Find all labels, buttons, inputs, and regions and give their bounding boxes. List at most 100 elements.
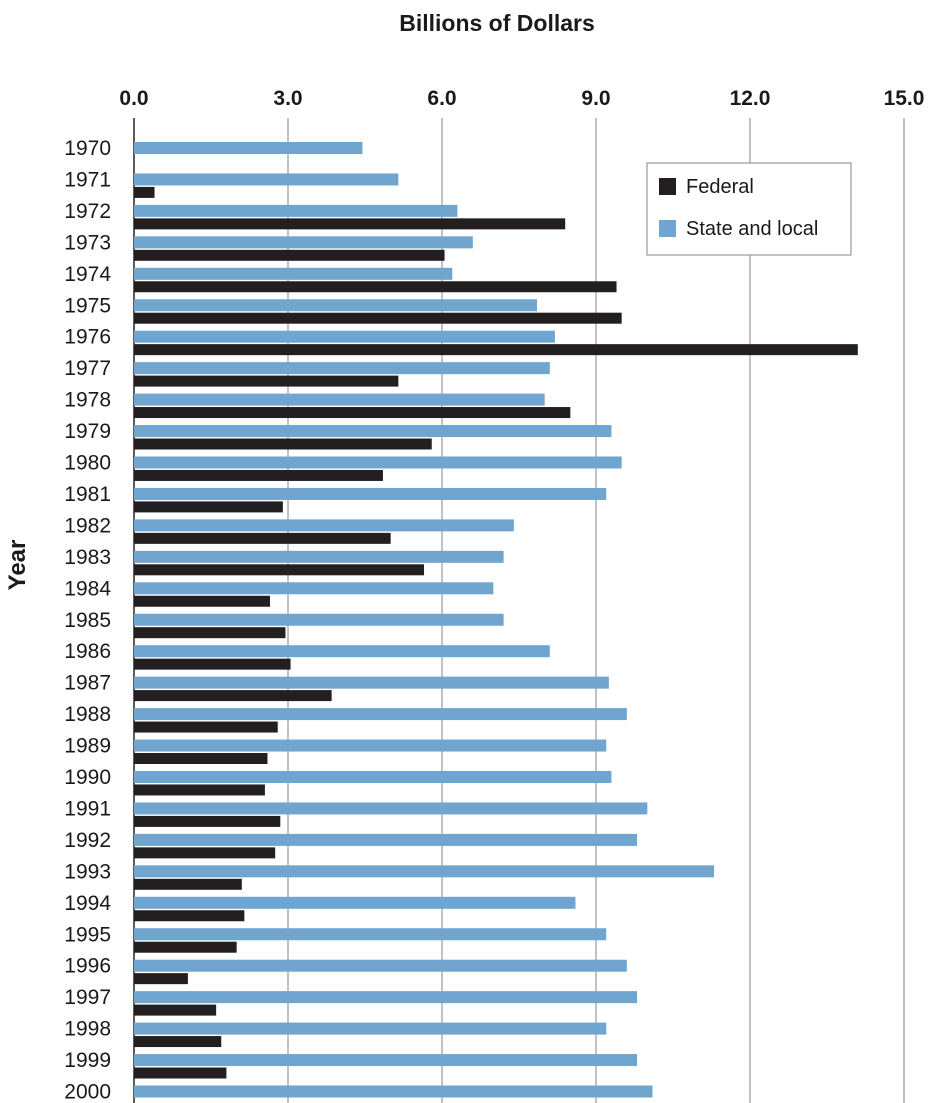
bars: [134, 142, 858, 1098]
y-tick-label: 1987: [64, 672, 111, 695]
bar-state-local-1972: [134, 204, 458, 217]
y-tick-label: 1972: [64, 200, 111, 223]
legend-box: [646, 162, 852, 256]
bar-federal-1999: [134, 1036, 222, 1048]
bar-state-local-1988: [134, 708, 627, 721]
y-tick-label: 1990: [64, 766, 111, 789]
y-tick-label: 1988: [64, 703, 111, 726]
bar-state-local-1996: [134, 959, 627, 972]
legend-swatch: [659, 220, 676, 237]
bar-federal-1993: [134, 847, 276, 859]
bar-state-local-1984: [134, 582, 494, 595]
bar-state-local-1982: [134, 519, 514, 532]
y-tick-label: 1983: [64, 546, 111, 569]
y-tick-label: 1992: [64, 829, 111, 852]
bar-federal-1979: [134, 407, 571, 419]
bar-state-local-1971: [134, 173, 399, 186]
x-tick-label: 15.0: [884, 87, 925, 110]
bar-state-local-1990: [134, 771, 612, 783]
bar-federal-1973: [134, 218, 566, 230]
bar-state-local-1994: [134, 896, 576, 909]
legend-label: Federal: [686, 176, 754, 198]
y-tick-label: 1984: [64, 577, 111, 600]
y-tick-label: 1999: [64, 1049, 111, 1072]
y-tick-label: 1993: [64, 860, 111, 883]
bar-state-local-1992: [134, 833, 638, 846]
bar-state-local-1998: [134, 1022, 607, 1035]
bar-state-local-1993: [134, 865, 715, 878]
bar-state-local-1995: [134, 928, 607, 941]
bar-federal-1998: [134, 1004, 217, 1016]
y-tick-label: 1991: [64, 797, 111, 820]
bar-federal-1978: [134, 375, 399, 387]
bar-state-local-1999: [134, 1054, 638, 1067]
bar-state-local-2000: [134, 1085, 653, 1098]
y-tick-label: 1979: [64, 420, 111, 443]
y-axis-label: Year: [4, 540, 31, 591]
bar-state-local-1973: [134, 236, 473, 249]
x-tick-label: 6.0: [427, 87, 456, 110]
y-tick-label: 1978: [64, 389, 111, 412]
bar-state-local-1979: [134, 425, 612, 438]
bar-state-local-1985: [134, 613, 504, 626]
y-tick-label: 1971: [64, 168, 111, 191]
bar-state-local-1978: [134, 393, 545, 406]
y-tick-label: 1989: [64, 735, 111, 758]
y-tick-label: 1977: [64, 357, 111, 380]
bar-federal-1980: [134, 438, 432, 450]
y-tick-labels: 1970 1971 1972 1973 1974 1975 1976 1977 1978 1979…: [64, 137, 111, 1103]
bar-federal-1994: [134, 878, 242, 890]
chart-title: Billions of Dollars: [399, 10, 595, 36]
bar-federal-1987: [134, 658, 291, 670]
bar-state-local-1983: [134, 550, 504, 563]
bar-state-local-1977: [134, 362, 550, 375]
bar-federal-1997: [134, 973, 188, 985]
bar-federal-1982: [134, 501, 283, 513]
y-tick-label: 1974: [64, 263, 111, 286]
y-tick-label: 1973: [64, 231, 111, 254]
y-tick-label: 1970: [64, 137, 111, 160]
y-tick-label: 1996: [64, 955, 111, 978]
bar-federal-2000: [134, 1067, 227, 1079]
x-tick-label: 12.0: [730, 87, 771, 110]
x-tick-label: 3.0: [273, 87, 302, 110]
y-tick-label: 1997: [64, 986, 111, 1009]
bar-federal-1986: [134, 627, 286, 639]
bar-federal-1972: [134, 186, 155, 198]
bar-federal-1991: [134, 784, 265, 796]
y-tick-label: 1985: [64, 609, 111, 632]
y-tick-label: 1975: [64, 294, 111, 317]
bar-federal-1976: [134, 312, 622, 324]
bar-federal-1983: [134, 532, 391, 544]
legend-swatch: [659, 178, 676, 195]
bar-state-local-1970: [134, 142, 363, 154]
y-tick-label: 1995: [64, 923, 111, 946]
bar-state-local-1989: [134, 739, 607, 752]
bar-federal-1988: [134, 690, 332, 702]
legend-label: State and local: [686, 218, 818, 240]
bar-federal-1981: [134, 469, 383, 481]
bar-state-local-1987: [134, 676, 609, 689]
bar-federal-1984: [134, 564, 425, 576]
bar-federal-1977: [134, 344, 858, 356]
bar-state-local-1975: [134, 299, 537, 312]
y-tick-label: 1994: [64, 892, 111, 915]
bar-state-local-1974: [134, 267, 453, 280]
bar-federal-1974: [134, 249, 445, 261]
bar-federal-1996: [134, 941, 237, 953]
bar-state-local-1981: [134, 487, 607, 500]
y-tick-label: 2000: [64, 1081, 111, 1103]
grid-lines: [133, 118, 905, 1103]
y-tick-label: 1982: [64, 514, 111, 537]
y-tick-label: 1980: [64, 452, 111, 475]
bar-federal-1975: [134, 281, 617, 293]
x-tick-labels: 0.0 3.0 6.0 9.0 12.0 15.0: [119, 87, 924, 110]
x-tick-label: 0.0: [119, 87, 148, 110]
bar-federal-1995: [134, 910, 245, 922]
bar-federal-1985: [134, 595, 271, 607]
bar-state-local-1997: [134, 991, 638, 1004]
bar-state-local-1991: [134, 802, 648, 815]
bar-federal-1990: [134, 753, 268, 764]
bar-federal-1989: [134, 721, 278, 733]
